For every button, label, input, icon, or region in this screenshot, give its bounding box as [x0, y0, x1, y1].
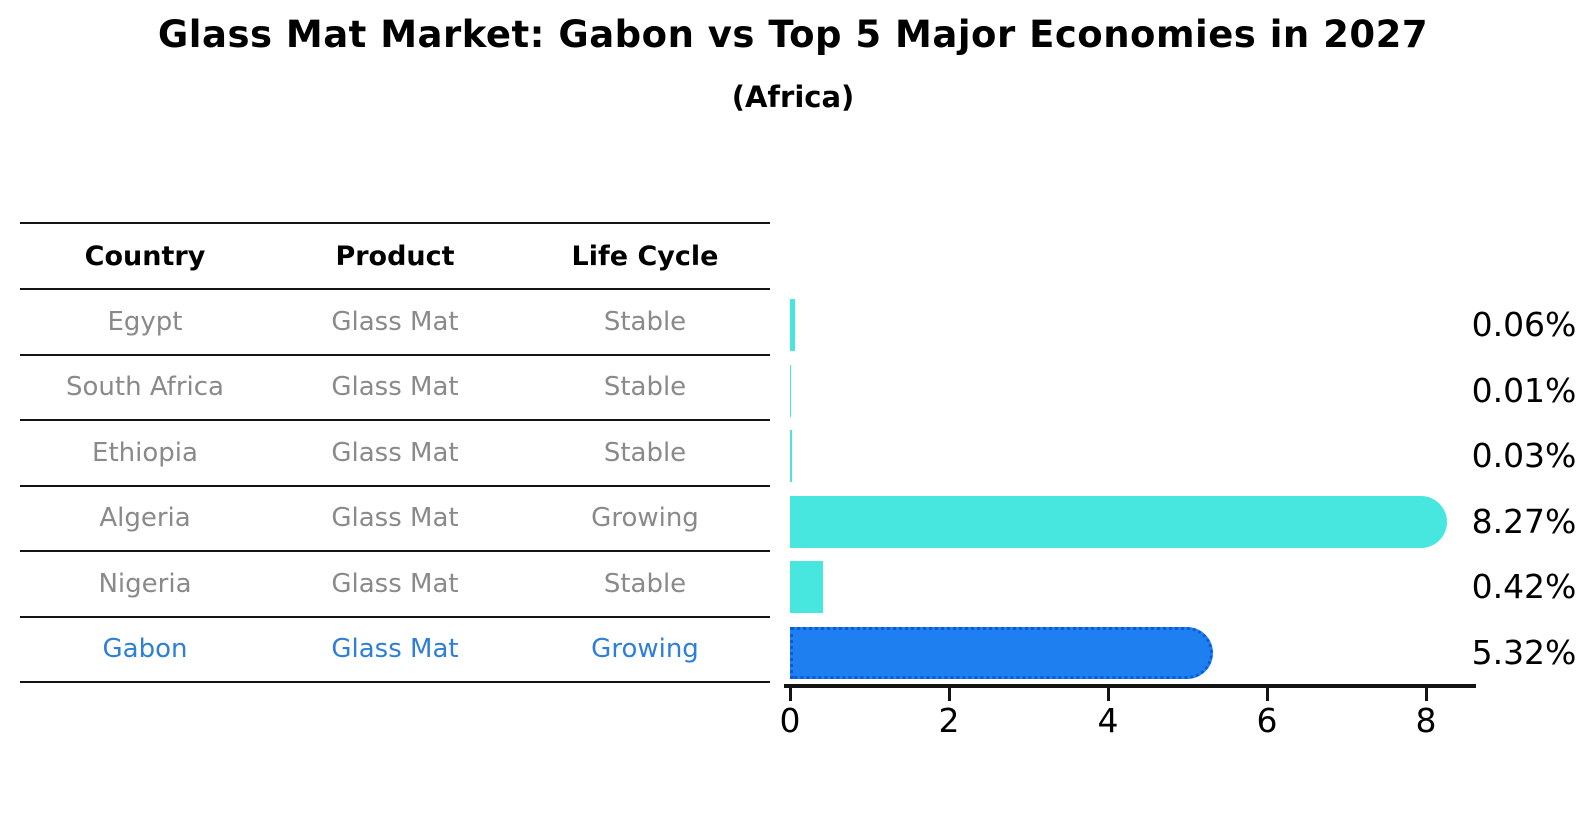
- comparison-table: Country Product Life Cycle Egypt Glass M…: [20, 222, 770, 683]
- table-body: Egypt Glass Mat Stable South Africa Glas…: [20, 290, 770, 683]
- x-tick-label-8: 8: [1415, 701, 1437, 740]
- table-row-south-africa: South Africa Glass Mat Stable: [20, 356, 770, 421]
- cell-life-cycle: Growing: [591, 503, 699, 534]
- value-label-egypt: 0.06%: [1471, 305, 1577, 344]
- cell-product: Glass Mat: [331, 634, 459, 665]
- cell-country: South Africa: [66, 372, 224, 403]
- x-tick-label-4: 4: [1097, 701, 1119, 740]
- value-label-nigeria: 0.42%: [1471, 567, 1577, 606]
- x-axis-line: [784, 684, 1476, 688]
- cell-product: Glass Mat: [331, 568, 459, 599]
- table-row-gabon: Gabon Glass Mat Growing: [20, 618, 770, 683]
- cell-product: Glass Mat: [331, 306, 459, 337]
- table-row-algeria: Algeria Glass Mat Growing: [20, 487, 770, 552]
- table-header-row: Country Product Life Cycle: [20, 224, 770, 290]
- bar-gabon: [790, 626, 1213, 679]
- cell-country: Egypt: [107, 306, 183, 337]
- cell-life-cycle: Stable: [603, 437, 687, 468]
- x-tick-0: [788, 688, 792, 701]
- cell-country: Ethiopia: [92, 437, 198, 468]
- column-header-product: Product: [335, 240, 455, 272]
- chart-subtitle: (Africa): [731, 80, 855, 114]
- bar-nigeria: [790, 561, 824, 613]
- chart-title: Glass Mat Market: Gabon vs Top 5 Major E…: [157, 13, 1429, 56]
- cell-life-cycle: Stable: [603, 568, 687, 599]
- value-label-south-africa: 0.01%: [1471, 370, 1577, 410]
- cell-product: Glass Mat: [331, 503, 459, 534]
- bar-algeria: [790, 495, 1448, 548]
- cell-country: Algeria: [99, 503, 191, 534]
- x-tick-4: [1106, 688, 1110, 701]
- column-header-life-cycle: Life Cycle: [571, 240, 719, 272]
- x-tick-label-2: 2: [938, 701, 960, 740]
- x-tick-8: [1424, 688, 1428, 701]
- value-label-algeria: 8.27%: [1471, 501, 1577, 541]
- bar-south-africa: [790, 364, 791, 417]
- cell-life-cycle: Stable: [603, 306, 687, 337]
- table-row-egypt: Egypt Glass Mat Stable: [20, 290, 770, 356]
- table-row-ethiopia: Ethiopia Glass Mat Stable: [20, 421, 770, 487]
- x-tick-2: [947, 688, 951, 701]
- bar-ethiopia: [790, 430, 793, 482]
- value-label-gabon: 5.32%: [1471, 632, 1577, 672]
- cell-life-cycle: Stable: [603, 372, 687, 403]
- cell-life-cycle: Growing: [591, 634, 699, 665]
- cell-product: Glass Mat: [331, 372, 459, 403]
- column-header-country: Country: [84, 240, 206, 272]
- value-label-ethiopia: 0.03%: [1471, 436, 1577, 475]
- x-tick-label-6: 6: [1256, 701, 1278, 740]
- table-row-nigeria: Nigeria Glass Mat Stable: [20, 552, 770, 618]
- x-tick-label-0: 0: [779, 701, 801, 740]
- x-tick-6: [1265, 688, 1269, 701]
- cell-product: Glass Mat: [331, 437, 459, 468]
- cell-country: Gabon: [102, 634, 188, 665]
- cell-country: Nigeria: [98, 568, 192, 599]
- bar-egypt: [790, 299, 795, 351]
